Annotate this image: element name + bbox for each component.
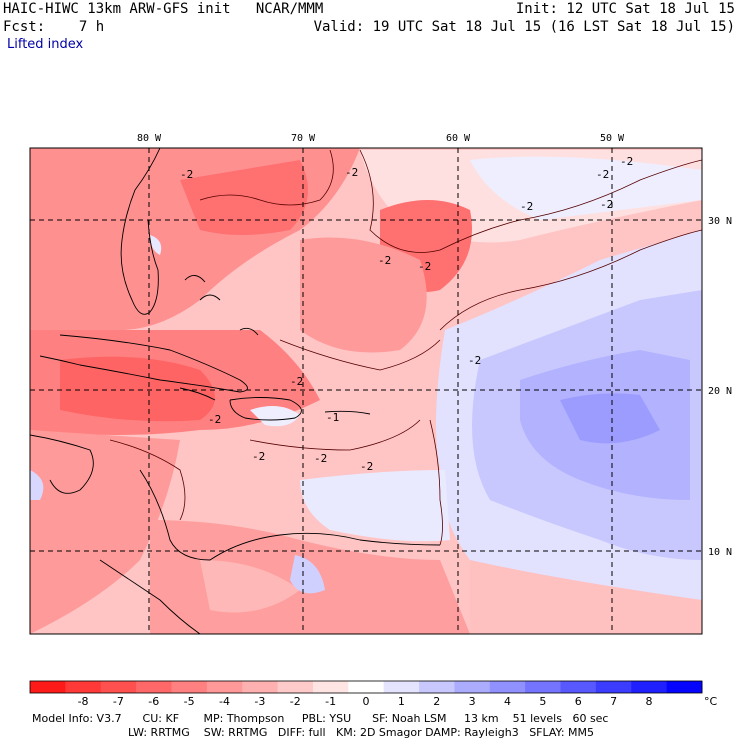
- colorbar-swatch: [312, 681, 349, 693]
- contour-label: -2: [290, 375, 303, 388]
- colorbar-tick-label: 2: [433, 695, 440, 708]
- forecast-hour: Fcst: 7 h: [3, 19, 105, 35]
- colorbar-tick-label: 4: [504, 695, 511, 708]
- contour-label: -2: [180, 168, 193, 181]
- colorbar-frame: [29, 680, 703, 694]
- colorbar-tick-label: -7: [113, 695, 124, 708]
- colorbar-swatch: [242, 681, 279, 693]
- colorbar-swatch: [525, 681, 562, 693]
- colorbar-swatch: [419, 681, 455, 693]
- model-title: HAIC-HIWC 13km ARW-GFS init NCAR/MMM: [3, 1, 324, 17]
- colorbar-swatch: [489, 681, 526, 693]
- lon-label-60w: 60 W: [446, 133, 471, 144]
- colorbar-swatch: [30, 681, 66, 693]
- contour-label: -2: [418, 260, 431, 273]
- contour-label: -2: [520, 200, 533, 213]
- colorbar-tick-label: 1: [398, 695, 405, 708]
- colorbar-swatch: [560, 681, 597, 693]
- map-frame: [29, 147, 703, 635]
- lat-label-20n: 20 N: [708, 386, 732, 397]
- colorbar-tick-label: 6: [575, 695, 582, 708]
- colorbar-tick-label: -5: [184, 695, 195, 708]
- colorbar-tick-label: -3: [254, 695, 265, 708]
- colorbar-swatch: [383, 681, 420, 693]
- colorbar-tick-label: -6: [148, 695, 159, 708]
- contour-label: -2: [600, 198, 613, 211]
- lon-label-70w: 70 W: [291, 133, 316, 144]
- contour-label: -2: [378, 254, 391, 267]
- field-name: Lifted index: [7, 37, 84, 52]
- contour-label: -2: [208, 413, 221, 426]
- contour-label: -2: [620, 155, 633, 168]
- colorbar-swatch: [136, 681, 172, 693]
- colorbar-swatch: [171, 681, 208, 693]
- colorbar-swatch: [277, 681, 314, 693]
- contour-label: -2: [314, 452, 327, 465]
- contour-value-labels: -2 -2 -2 -2 -2 -2 -2 -2 -2 -2 -2 -2 -1 -2 -2: [180, 155, 633, 473]
- colorbar-swatch: [206, 681, 243, 693]
- valid-time: Valid: 19 UTC Sat 18 Jul 15 (16 LST Sat …: [313, 19, 735, 35]
- lat-label-30n: 30 N: [708, 216, 732, 227]
- colorbar-tick-label: 0: [363, 695, 370, 708]
- lat-label-10n: 10 N: [708, 547, 732, 558]
- contour-label: -2: [360, 460, 373, 473]
- contour-label: -2: [596, 168, 609, 181]
- contour-label: -2: [345, 166, 358, 179]
- colorbar-tick-label: -4: [219, 695, 230, 708]
- li-contours: [109, 149, 702, 546]
- colorbar-swatch: [595, 681, 632, 693]
- colorbar-swatch: [666, 681, 703, 693]
- colorbar-tick-label: -2: [290, 695, 301, 708]
- model-info-line1: Model Info: V3.7 CU: KF MP: Thompson PBL…: [32, 712, 609, 725]
- colorbar-tick-label: 5: [539, 695, 546, 708]
- init-time: Init: 12 UTC Sat 18 Jul 15: [515, 1, 735, 17]
- shaded-field: [30, 148, 702, 634]
- colorbar-swatch: [631, 681, 668, 693]
- colorbar-tick-label: -1: [325, 695, 336, 708]
- colorbar-swatch: [100, 681, 137, 693]
- model-info-line2: LW: RRTMG SW: RRTMG DIFF: full KM: 2D Sm…: [128, 726, 594, 739]
- lon-label-50w: 50 W: [600, 133, 625, 144]
- contour-label: -2: [252, 450, 265, 463]
- coastlines: [30, 148, 441, 634]
- contour-label: -1: [326, 411, 339, 424]
- colorbar: -8 -7 -6 -5 -4 -3 -2 -1 0 1 2 3 4 5 6 7 8 °C: [29, 680, 718, 708]
- contour-label: -2: [468, 354, 481, 367]
- colorbar-swatch: [348, 681, 385, 693]
- colorbar-tick-label: 3: [469, 695, 476, 708]
- colorbar-unit: °C: [704, 695, 718, 708]
- lat-lon-grid: [30, 148, 702, 634]
- colorbar-swatch: [65, 681, 102, 693]
- colorbar-swatch: [454, 681, 491, 693]
- colorbar-tick-label: 8: [645, 695, 652, 708]
- lon-label-80w: 80 W: [137, 133, 162, 144]
- colorbar-tick-label: -8: [78, 695, 89, 708]
- colorbar-tick-label: 7: [610, 695, 617, 708]
